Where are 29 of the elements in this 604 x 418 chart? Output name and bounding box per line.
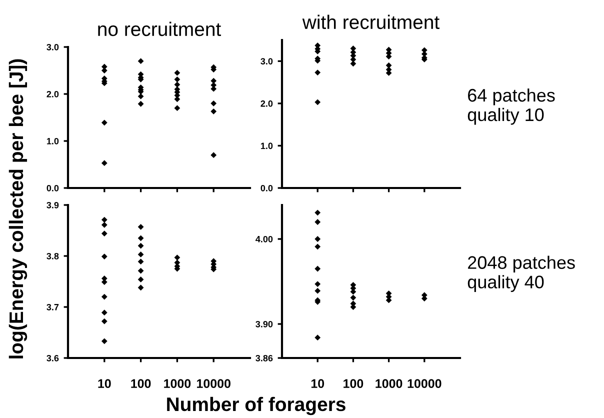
- y-tick-label: 3.0: [260, 58, 273, 65]
- x-tick-label: 100: [131, 379, 151, 388]
- x-tick-label: 100: [344, 379, 364, 388]
- y-tick-label: 1.0: [260, 142, 273, 150]
- x-tick-label: 10000: [197, 379, 230, 388]
- y-tick-label: 4.00: [256, 236, 273, 242]
- y-tick-label: 0.0: [46, 184, 59, 192]
- y-tick-label: 3.7: [46, 304, 59, 310]
- y-tick-label: 0.0: [260, 184, 273, 192]
- y-tick-label: 2.0: [46, 90, 59, 98]
- x-tick-label: 10: [98, 379, 111, 388]
- y-tick-label: 3.6: [46, 354, 59, 362]
- chart-title: no recruitment: [98, 22, 221, 36]
- y-tick-label: 3.86: [256, 354, 273, 362]
- y-tick-label: 2.0: [260, 100, 273, 107]
- text: 2048 patches quality 40: [468, 256, 575, 292]
- y-tick-label: 3.9: [46, 202, 59, 208]
- y-axis-title: log(Energy collected per bee [J]): [8, 59, 28, 358]
- x-tick-label: 10000: [408, 379, 442, 388]
- text: 64 patches quality 10: [468, 88, 555, 125]
- x-tick-label: 1000: [376, 379, 402, 388]
- y-tick-label: 3.0: [46, 44, 59, 50]
- y-tick-label: 3.90: [256, 320, 273, 328]
- x-tick-label: 1000: [164, 379, 191, 388]
- x-axis-title: Number of foragers: [167, 396, 346, 416]
- x-tick-label: 10: [311, 379, 324, 388]
- y-tick-label: 3.8: [46, 252, 59, 260]
- y-tick-label: 1.0: [46, 138, 59, 144]
- chart-title: with recruitment: [302, 14, 440, 30]
